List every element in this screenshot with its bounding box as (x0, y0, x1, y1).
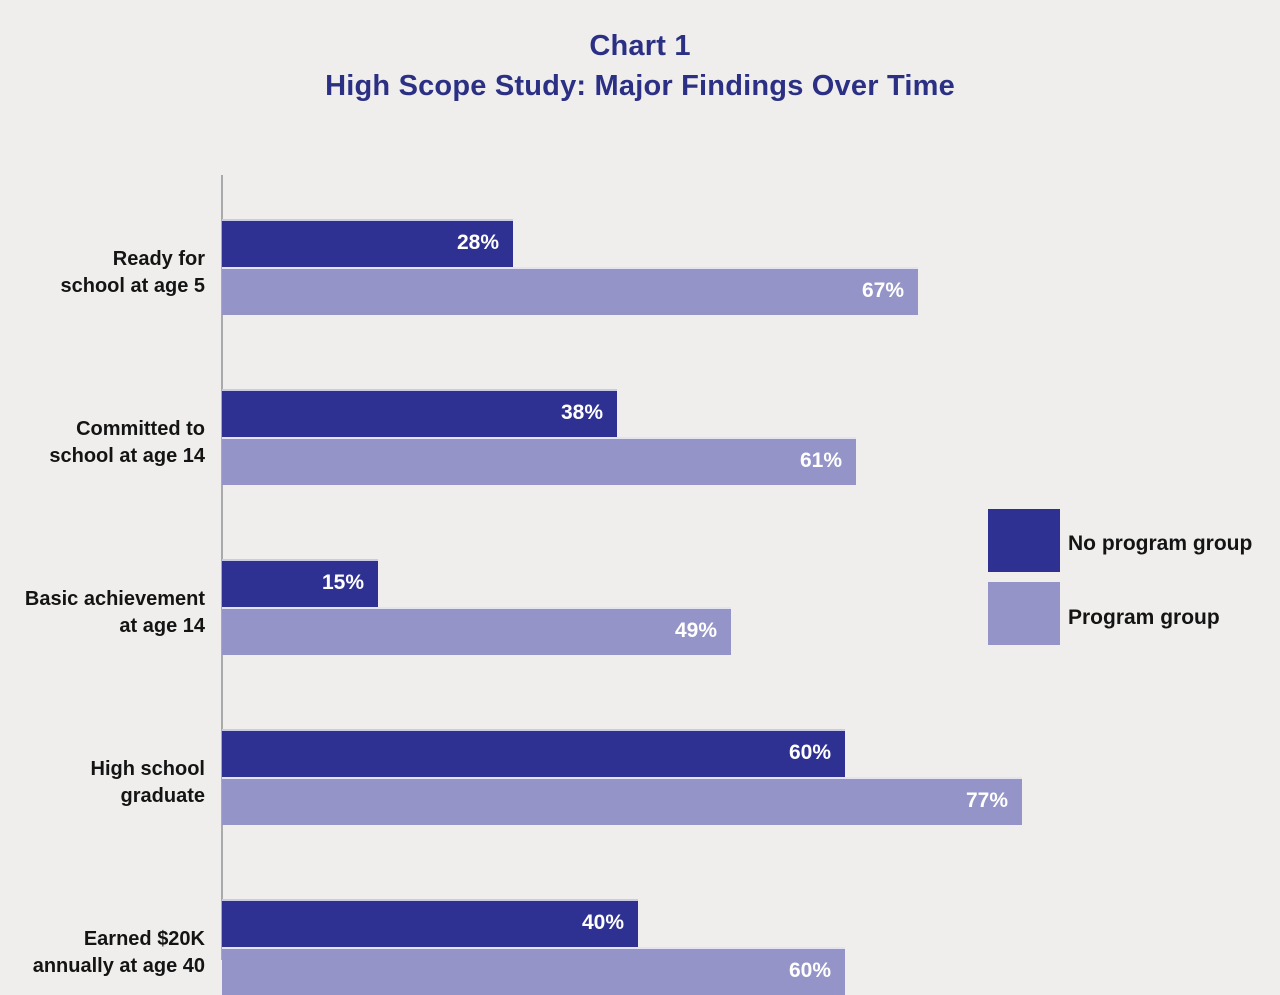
category-label: Ready for school at age 5 (0, 246, 206, 300)
category-label: High school graduate (0, 756, 205, 810)
bar-no-program-group: 15% (222, 559, 378, 607)
chart-subtitle: High Scope Study: Major Findings Over Ti… (325, 70, 955, 102)
bar-value-label: 38% (560, 401, 603, 424)
legend-swatch-program-group (988, 582, 1060, 645)
bar-value-label: 15% (321, 571, 364, 594)
bar-program-group: 61% (222, 437, 856, 485)
bar-program-group: 49% (222, 607, 731, 655)
category-label-line: High school (90, 758, 205, 780)
bar-no-program-group: 40% (222, 899, 638, 947)
bar-program-group: 60% (222, 947, 845, 995)
category-label-line: annually at age 40 (32, 955, 205, 977)
category-label-line: Ready for (112, 248, 205, 270)
category-label-line: graduate (120, 785, 205, 807)
bar-value-label: 67% (861, 279, 904, 302)
bar-value-label: 60% (788, 959, 831, 982)
bar-value-label: 61% (799, 449, 842, 472)
bar-value-label: 60% (788, 741, 831, 764)
category-label-line: school at age 5 (60, 275, 206, 297)
category-label: Basic achievement at age 14 (0, 586, 205, 640)
chart-title: Chart 1 (589, 30, 691, 62)
category-label-line: Earned $20K (83, 928, 205, 950)
legend-swatch-no-program-group (988, 509, 1060, 572)
bar-program-group: 67% (222, 267, 918, 315)
bar-value-label: 77% (965, 789, 1008, 812)
bar-no-program-group: 38% (222, 389, 617, 437)
bar-program-group: 77% (222, 777, 1022, 825)
category-label-line: at age 14 (119, 615, 205, 637)
chart-page: { "title": "Chart 1", "subtitle": "High … (0, 26, 1280, 995)
bar-value-label: 28% (456, 231, 499, 254)
category-label-line: Committed to (76, 418, 205, 440)
category-label-line: Basic achievement (24, 588, 205, 610)
legend-label-no-program-group: No program group (1068, 532, 1253, 555)
chart-title-block: Chart 1 High Scope Study: Major Findings… (0, 26, 1280, 106)
bar-no-program-group: 60% (222, 729, 845, 777)
category-label-line: school at age 14 (49, 445, 205, 467)
legend-label-program-group: Program group (1068, 606, 1220, 629)
category-label: Committed to school at age 14 (0, 416, 205, 470)
category-label: Earned $20K annually at age 40 (0, 926, 205, 980)
bar-no-program-group: 28% (222, 219, 513, 267)
bar-value-label: 49% (674, 619, 717, 642)
bar-value-label: 40% (581, 911, 624, 934)
